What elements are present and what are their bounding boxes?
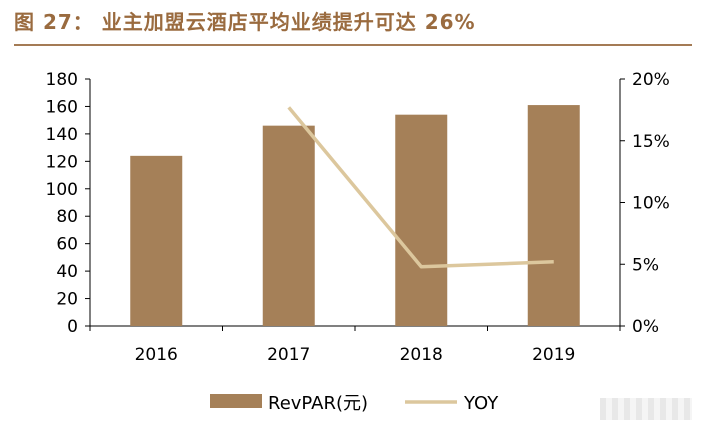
- x-tick-label: 2019: [532, 345, 575, 365]
- y-tick-label-right: 15%: [632, 132, 670, 152]
- watermark: [600, 398, 692, 420]
- y-tick-label-left: 40: [56, 262, 78, 282]
- title-rule: [14, 44, 692, 46]
- legend-swatch-revpar: [210, 394, 262, 408]
- y-tick-label-right: 5%: [632, 255, 659, 275]
- y-tick-label-left: 80: [56, 207, 78, 227]
- x-tick-label: 2016: [135, 345, 178, 365]
- y-tick-label-right: 10%: [632, 194, 670, 214]
- bar-revpar: [527, 105, 580, 326]
- y-tick-label-left: 100: [46, 180, 78, 200]
- y-tick-label-left: 0: [67, 317, 78, 337]
- legend-label-yoy: YOY: [463, 393, 499, 414]
- bar-revpar: [262, 125, 315, 327]
- y-tick-label-left: 20: [56, 290, 78, 310]
- legend-label-revpar: RevPAR(元): [268, 393, 368, 414]
- y-tick-label-left: 60: [56, 235, 78, 255]
- y-tick-label-left: 140: [46, 125, 78, 145]
- line-yoy: [287, 106, 554, 269]
- bar-revpar: [395, 114, 448, 326]
- y-tick-label-left: 120: [46, 152, 78, 172]
- y-tick-label-left: 180: [46, 70, 78, 90]
- x-tick-label: 2017: [267, 345, 310, 365]
- y-tick-label-left: 160: [46, 97, 78, 117]
- chart-title: 图 27： 业主加盟云酒店平均业绩提升可达 26%: [14, 10, 476, 34]
- x-tick-label: 2018: [400, 345, 443, 365]
- y-tick-label-right: 20%: [632, 70, 670, 90]
- y-tick-label-right: 0%: [632, 317, 659, 337]
- bar-revpar: [130, 155, 183, 326]
